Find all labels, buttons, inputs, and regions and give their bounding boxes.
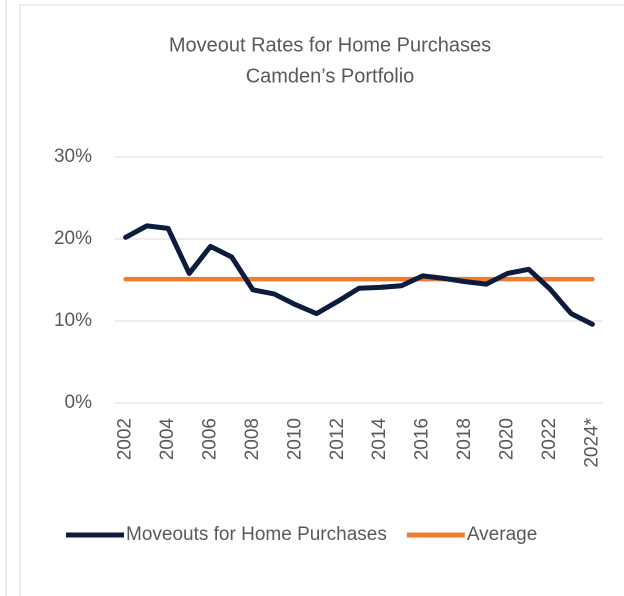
chart-title: Moveout Rates for Home Purchases: [169, 34, 491, 56]
x-tick-label: 2022: [539, 418, 560, 460]
legend-label: Moveouts for Home Purchases: [126, 524, 387, 545]
y-tick-label: 10%: [54, 310, 92, 331]
x-tick-label: 2014: [369, 418, 390, 461]
x-tick-label: 2016: [412, 418, 433, 460]
x-tick-label: 2012: [327, 418, 348, 460]
data-line: [123, 223, 595, 327]
y-tick-label: 30%: [54, 146, 92, 167]
x-tick-label: 2008: [242, 418, 263, 460]
chart-border: [19, 4, 624, 596]
x-tick-label: 2024*: [581, 417, 602, 467]
y-tick-label: 20%: [54, 228, 92, 249]
x-tick-label: 2018: [454, 418, 475, 460]
x-tick-label: 2020: [497, 418, 518, 460]
y-tick-label: 0%: [65, 392, 93, 413]
x-tick-label: 2002: [115, 418, 136, 460]
x-tick-label: 2010: [284, 418, 305, 460]
legend-label: Average: [467, 524, 537, 545]
chart-subtitle: Camden’s Portfolio: [246, 65, 415, 87]
x-tick-label: 2006: [199, 418, 220, 460]
x-tick-label: 2004: [157, 418, 178, 461]
